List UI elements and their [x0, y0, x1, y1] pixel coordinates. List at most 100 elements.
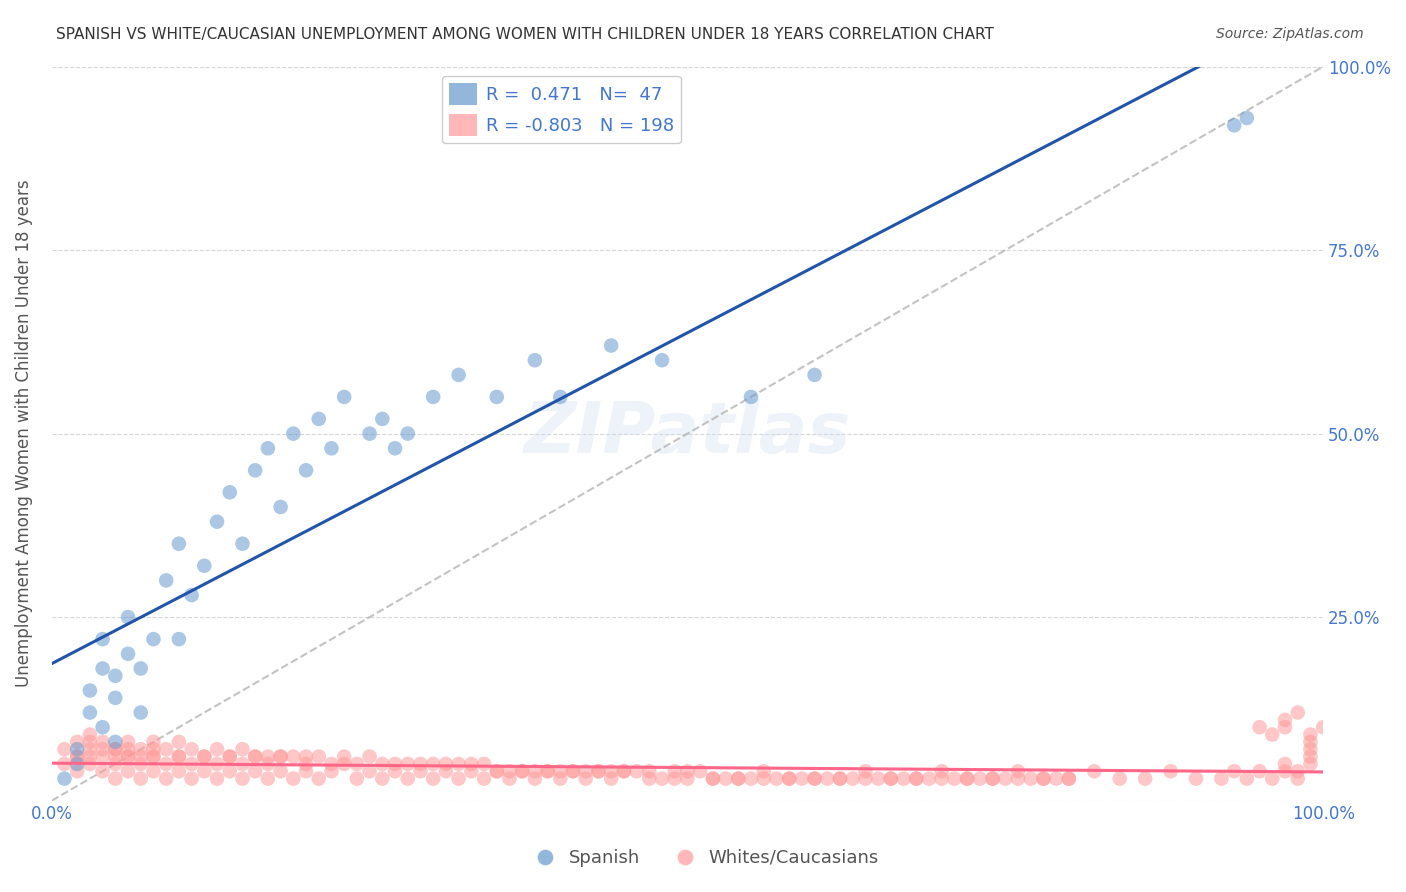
Point [1057, 772, 1080, 786]
Point [600, 764, 623, 779]
Point [117, 735, 139, 749]
Point [333, 390, 356, 404]
Point [79, 727, 101, 741]
Point [714, 772, 737, 786]
Point [129, 749, 152, 764]
Point [994, 772, 1017, 786]
Point [270, 764, 292, 779]
Point [510, 764, 533, 779]
Point [600, 772, 623, 786]
Point [193, 558, 215, 573]
Point [1133, 772, 1156, 786]
Point [359, 764, 381, 779]
Point [740, 390, 762, 404]
Point [880, 772, 903, 786]
Point [931, 772, 953, 786]
Point [308, 749, 330, 764]
Point [905, 772, 928, 786]
Point [79, 756, 101, 771]
Point [321, 764, 343, 779]
Point [651, 353, 673, 368]
Point [243, 749, 266, 764]
Point [434, 764, 457, 779]
Point [167, 749, 190, 764]
Point [1299, 756, 1322, 771]
Point [91, 735, 114, 749]
Y-axis label: Unemployment Among Women with Children Under 18 years: Unemployment Among Women with Children U… [15, 180, 32, 688]
Point [231, 772, 253, 786]
Point [447, 772, 470, 786]
Point [243, 764, 266, 779]
Point [1299, 727, 1322, 741]
Point [815, 772, 838, 786]
Point [142, 764, 165, 779]
Point [129, 661, 152, 675]
Point [943, 772, 966, 786]
Point [396, 772, 419, 786]
Point [880, 772, 903, 786]
Point [981, 772, 1004, 786]
Point [422, 772, 444, 786]
Point [1274, 720, 1296, 734]
Point [129, 756, 152, 771]
Point [472, 756, 495, 771]
Point [956, 772, 979, 786]
Point [295, 749, 318, 764]
Point [104, 690, 127, 705]
Point [626, 764, 648, 779]
Point [155, 574, 177, 588]
Point [231, 537, 253, 551]
Point [193, 749, 215, 764]
Point [396, 756, 419, 771]
Point [409, 764, 432, 779]
Point [205, 742, 228, 756]
Point [485, 390, 508, 404]
Point [180, 588, 202, 602]
Point [205, 756, 228, 771]
Point [460, 756, 482, 771]
Point [180, 756, 202, 771]
Point [1274, 713, 1296, 727]
Point [447, 756, 470, 771]
Point [1236, 111, 1258, 125]
Point [1045, 772, 1067, 786]
Point [855, 772, 877, 786]
Point [104, 749, 127, 764]
Point [956, 772, 979, 786]
Point [66, 749, 89, 764]
Point [651, 772, 673, 786]
Point [104, 742, 127, 756]
Point [218, 485, 240, 500]
Point [1299, 742, 1322, 756]
Point [409, 756, 432, 771]
Point [893, 772, 915, 786]
Point [104, 742, 127, 756]
Point [841, 772, 863, 786]
Point [243, 749, 266, 764]
Point [371, 412, 394, 426]
Point [969, 772, 991, 786]
Point [142, 632, 165, 647]
Point [523, 772, 546, 786]
Point [257, 756, 280, 771]
Point [778, 772, 800, 786]
Point [664, 772, 686, 786]
Point [868, 772, 890, 786]
Point [167, 632, 190, 647]
Point [803, 772, 825, 786]
Point [257, 442, 280, 456]
Point [727, 772, 749, 786]
Point [180, 772, 202, 786]
Point [613, 764, 636, 779]
Point [638, 772, 661, 786]
Point [676, 764, 699, 779]
Point [283, 426, 305, 441]
Point [740, 772, 762, 786]
Point [905, 772, 928, 786]
Point [270, 500, 292, 514]
Point [1057, 772, 1080, 786]
Point [167, 749, 190, 764]
Point [129, 742, 152, 756]
Point [664, 764, 686, 779]
Point [79, 706, 101, 720]
